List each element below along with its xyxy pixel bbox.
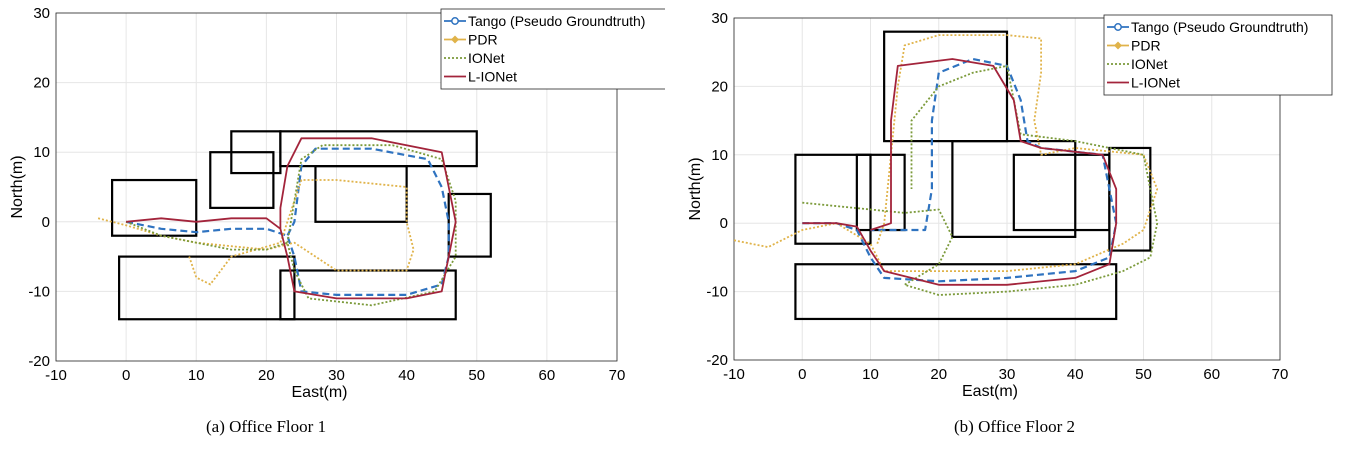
x-tick-label: 20 [930,366,947,383]
series-line-ionet [802,65,1159,296]
floor-plan-wall [314,165,408,223]
floor-plan-wall [110,178,198,237]
series-line-lionet [126,137,457,300]
series-line-pdr [97,179,415,286]
x-tick-label: -10 [45,367,67,384]
legend-box [1103,14,1333,96]
legend: Tango (Pseudo Groundtruth) PDR IONet L-IONe… [1103,14,1333,96]
y-tick-label: -10 [28,283,50,300]
x-tick-label: 60 [1203,366,1220,383]
chart-office-floor-2: -10 0 10 20 30 40 50 60 70-20-100102030East(m)No… [687,10,1333,400]
y-tick-label: 0 [42,214,50,231]
floor-plan-wall [794,153,872,245]
y-tick-label: 10 [33,144,50,161]
x-tick-label: 30 [999,366,1016,383]
y-tick-label: -20 [706,352,728,369]
y-axis-label: North(m) [9,155,26,218]
chart-panel-office-floor-1: -10 0 10 20 30 40 50 60 70 -20 -10 0 10 20 30 East(m) No… [0,0,671,451]
x-tick-label: 20 [258,367,275,384]
axes-box [733,17,1281,361]
y-tick-label: 30 [711,10,728,27]
legend-marker-circle [451,17,459,25]
legend-label-ionet: IONet [1131,56,1168,72]
x-tick-label: 50 [1135,366,1152,383]
y-tick-label: 20 [33,75,50,92]
legend-marker-diamond [1114,41,1122,50]
legend-marker-circle [1114,23,1122,31]
series-line-pdr [733,34,1159,273]
x-axis-label: East(m) [962,383,1018,400]
y-axis-label: North(m) [687,157,704,220]
x-tick-label: 10 [188,367,205,384]
x-tick-label: 50 [468,367,485,384]
x-axis-label: East(m) [292,384,348,401]
axes-box [55,12,618,362]
x-tick-label: 70 [1272,366,1289,383]
floor-plan [794,30,1152,321]
x-tick-label: 60 [539,367,556,384]
y-tick-label: 10 [711,147,728,164]
x-tick-label: 10 [862,366,879,383]
caption-office-floor-2: (b) Office Floor 2 [954,417,1076,436]
x-tick-label: 30 [328,367,345,384]
x-tick-label: -10 [723,366,745,383]
y-tick-label: -20 [28,353,50,370]
y-tick-label: 0 [720,215,728,232]
legend-label-pdr: PDR [1131,38,1161,54]
legend-marker-diamond [451,35,459,44]
x-tick-label: 0 [798,366,806,383]
legend-label-lionet: L-IONet [1131,75,1180,91]
caption-office-floor-1: (a) Office Floor 1 [206,417,327,436]
chart-office-floor-1: -10 0 10 20 30 40 50 60 70-20-100102030East(m)No… [9,5,671,401]
legend-label-pdr: PDR [468,32,498,48]
series-line-ionet [125,144,457,307]
floor-plan-wall [1108,146,1152,252]
x-tick-label: 70 [609,367,626,384]
x-tick-label: 0 [122,367,130,384]
floor-plan-wall [279,269,457,321]
floor-plan-wall [951,140,1077,238]
legend: Tango (Pseudo Groundtruth) PDR IONet L-IONe… [440,8,671,90]
chart-panel-office-floor-2: -10 0 10 20 30 40 50 60 70 -20 -10 0 10 20 30 East(m) No… [682,0,1347,451]
legend-label-lionet: L-IONet [468,69,517,85]
series-line-tango [125,147,450,296]
legend-label-tango: Tango (Pseudo Groundtruth) [468,13,645,29]
x-tick-label: 40 [398,367,415,384]
y-tick-label: 30 [33,5,50,22]
floor-plan-wall [230,130,282,175]
series-line-lionet [802,58,1118,286]
floor-plan-wall [794,263,1118,321]
y-tick-label: 20 [711,78,728,95]
floor-plan-wall [883,30,1009,143]
series-line-tango [802,57,1118,283]
floor-plan-wall [209,151,275,209]
y-tick-label: -10 [706,284,728,301]
legend-label-tango: Tango (Pseudo Groundtruth) [1131,19,1308,35]
legend-label-ionet: IONet [468,50,505,66]
x-tick-label: 40 [1067,366,1084,383]
